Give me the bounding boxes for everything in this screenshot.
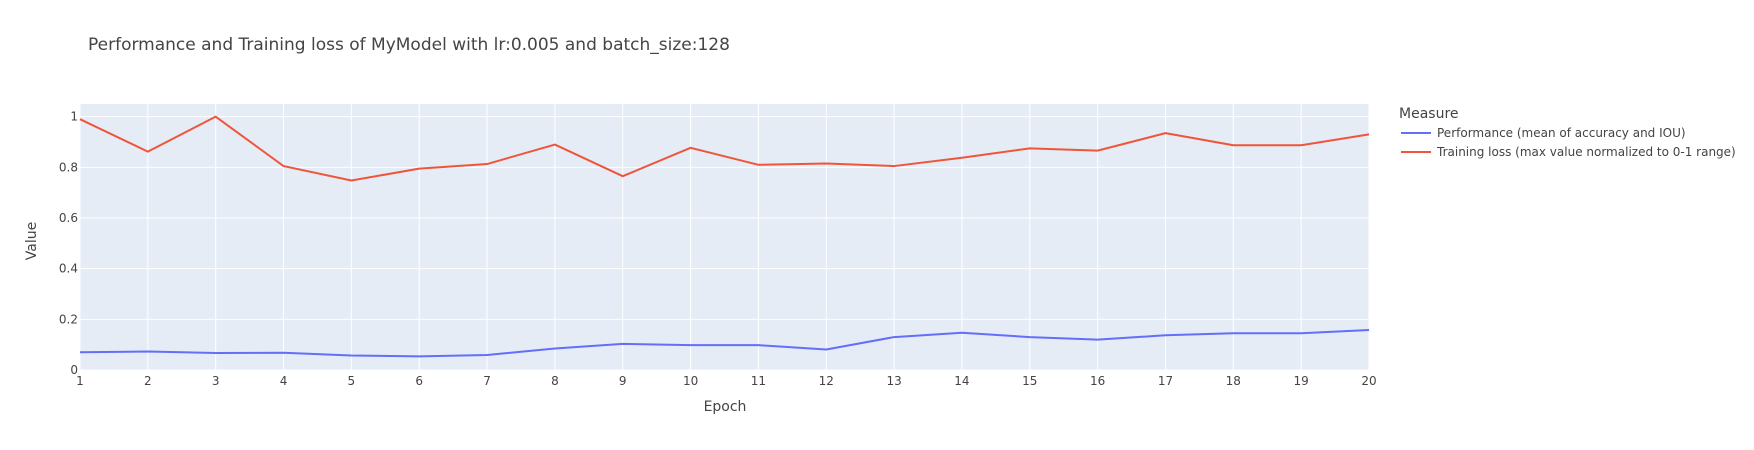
legend-item-2: Training loss (max value normalized to 0…	[1436, 145, 1736, 159]
series-line-2	[79, 115, 1370, 182]
x-tick-label: 18	[1226, 374, 1241, 388]
chart-title: Performance and Training loss of MyModel…	[88, 35, 730, 55]
y-axis-ticks: 0 0.2 0.4 0.6 0.8 1	[59, 110, 78, 377]
x-tick-label: 6	[415, 374, 423, 388]
x-tick-label: 17	[1158, 374, 1173, 388]
grid	[79, 104, 1370, 371]
x-axis-title: Epoch	[704, 399, 747, 415]
x-tick-label: 20	[1361, 374, 1376, 388]
x-axis-ticks: 1 2 3 4 5 6 7 8 9 10 11 12 13 14 15 16 17 18 19 20	[76, 374, 1376, 388]
y-axis-title: Value	[24, 222, 40, 260]
x-tick-label: 1	[76, 374, 84, 388]
x-tick-label: 3	[212, 374, 220, 388]
x-tick-label: 4	[280, 374, 288, 388]
legend-title: Measure	[1399, 106, 1459, 122]
y-tick-label: 0.6	[59, 211, 78, 225]
y-tick-label: 0.8	[59, 160, 78, 174]
plot-area	[80, 104, 1369, 370]
x-tick-label: 16	[1090, 374, 1105, 388]
x-tick-label: 2	[144, 374, 152, 388]
legend: Measure Performance (mean of accuracy an…	[1399, 106, 1736, 159]
x-tick-label: 11	[751, 374, 766, 388]
series-lines	[79, 115, 1370, 358]
legend-item-1: Performance (mean of accuracy and IOU)	[1437, 126, 1686, 140]
x-tick-label: 8	[551, 374, 559, 388]
y-tick-label: 0	[70, 363, 78, 377]
x-tick-label: 14	[954, 374, 969, 388]
y-tick-label: 0.2	[59, 312, 78, 326]
x-tick-label: 15	[1022, 374, 1037, 388]
x-tick-label: 13	[886, 374, 901, 388]
y-tick-label: 0.4	[59, 262, 78, 276]
series-line-1	[79, 328, 1370, 358]
x-tick-label: 19	[1294, 374, 1309, 388]
x-tick-label: 7	[483, 374, 491, 388]
y-tick-label: 1	[70, 110, 78, 124]
x-tick-label: 12	[819, 374, 834, 388]
x-tick-label: 10	[683, 374, 698, 388]
x-tick-label: 9	[619, 374, 627, 388]
x-tick-label: 5	[348, 374, 356, 388]
